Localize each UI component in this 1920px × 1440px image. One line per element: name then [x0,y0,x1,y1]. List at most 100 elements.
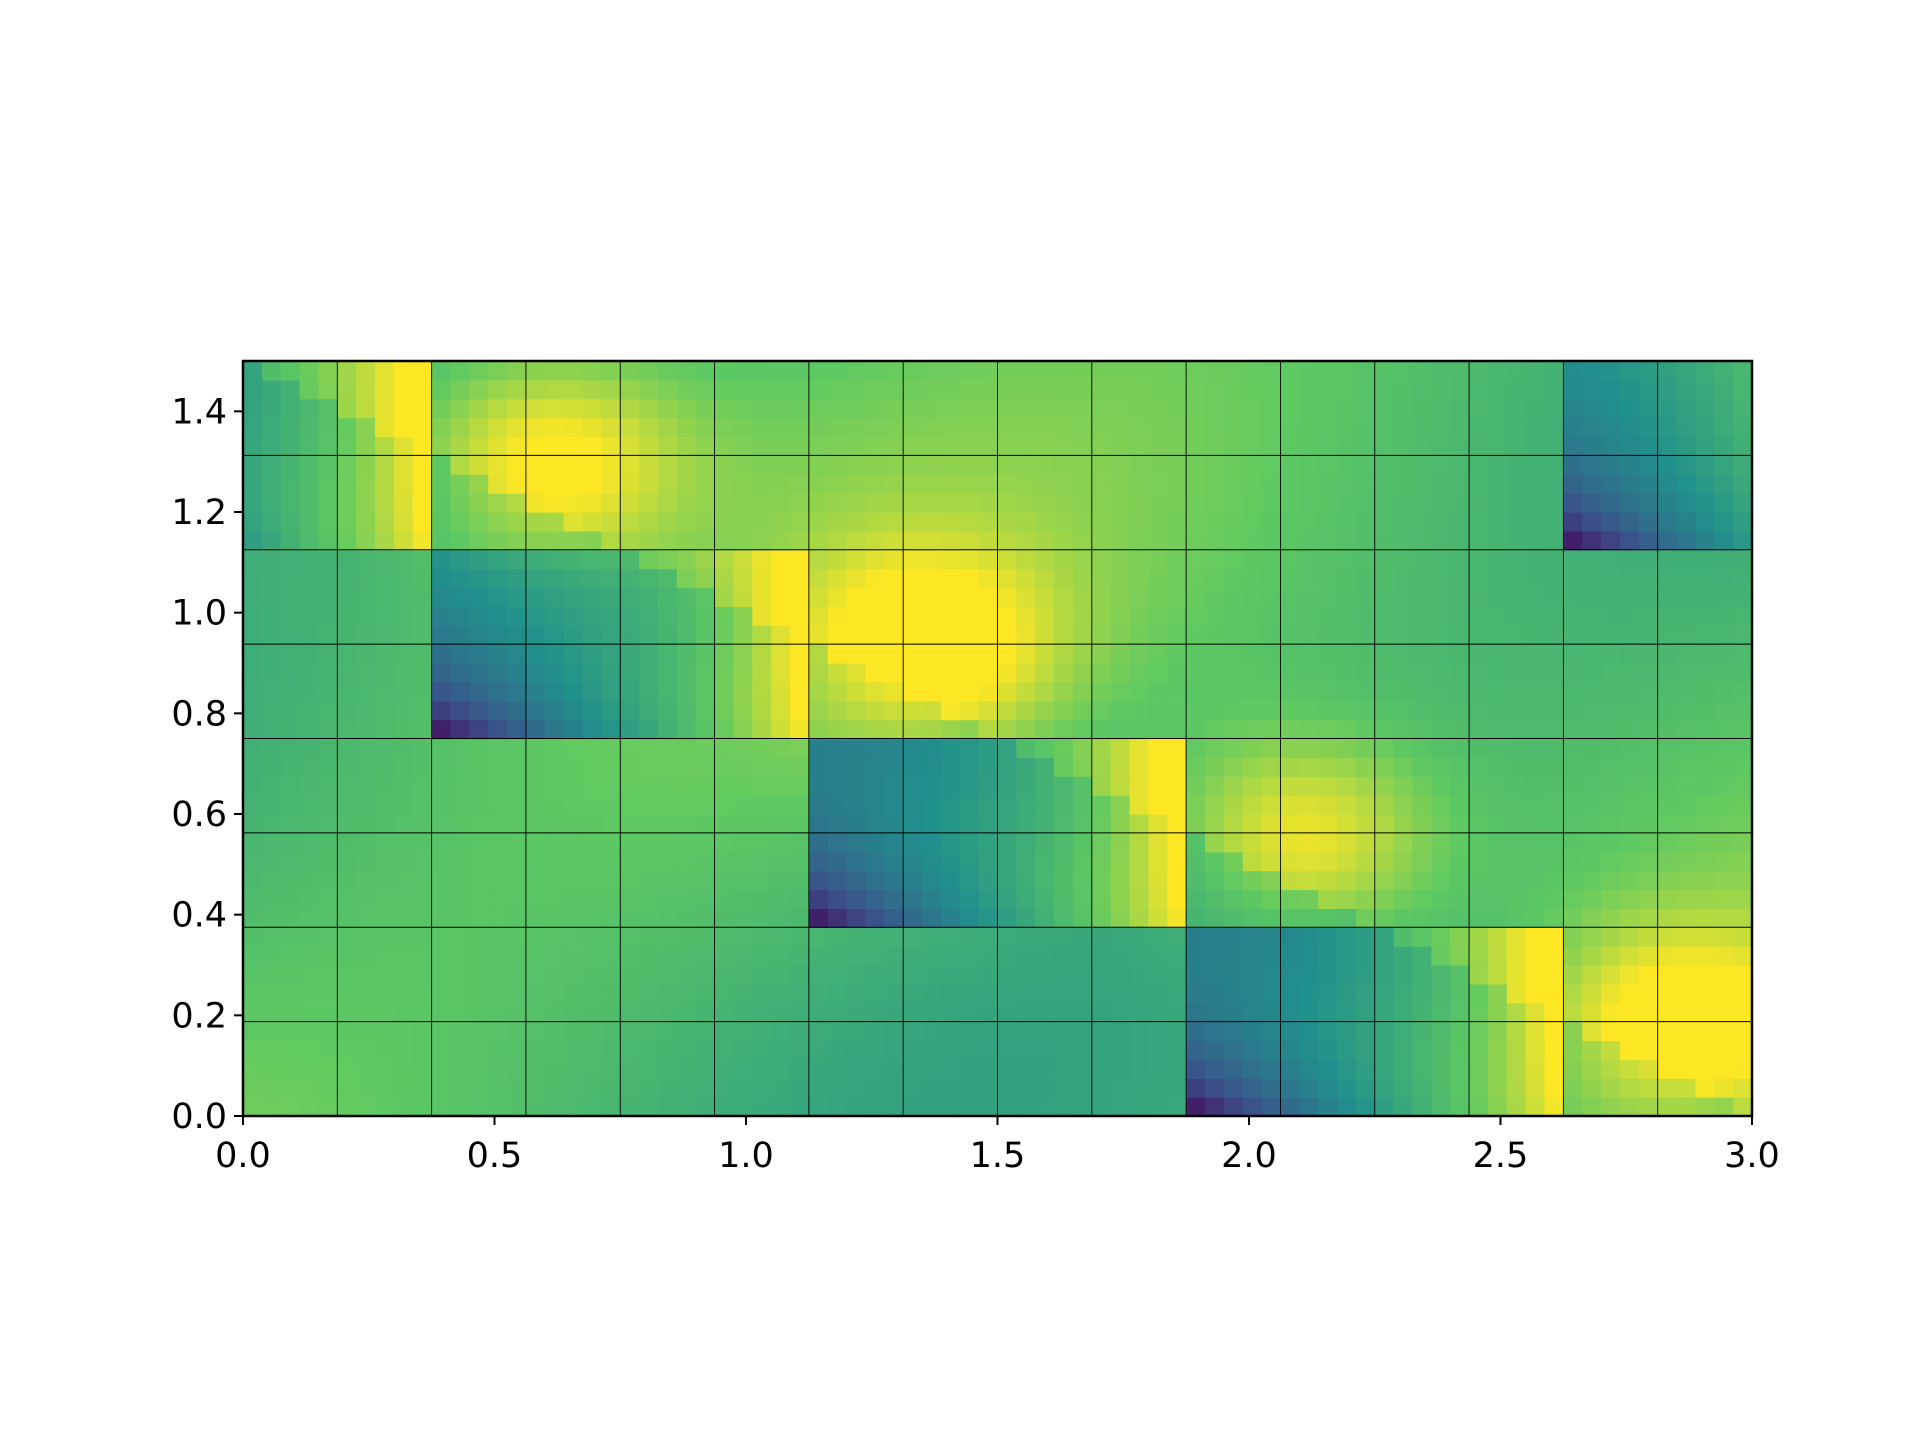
heatmap-cell [1337,398,1357,419]
heatmap-cell [563,549,584,570]
heatmap-cell [1355,1021,1376,1042]
heatmap-cell [1204,1021,1225,1042]
heatmap-cell [1582,889,1602,909]
heatmap-cell [299,398,320,419]
heatmap-cell [261,474,282,494]
heatmap-cell [1091,474,1112,494]
heatmap-cell [733,644,753,664]
heatmap-cell [525,549,546,570]
heatmap-cell [582,832,602,853]
heatmap-cell [1204,379,1225,400]
heatmap-cell [1582,814,1602,834]
heatmap-cell [771,927,791,947]
heatmap-cell [808,1097,829,1116]
grid-lines [243,361,1752,1116]
heatmap-cell [959,757,980,777]
heatmap-cell [1582,757,1602,777]
heatmap-cell [695,1002,716,1023]
heatmap-cell [790,983,810,1004]
heatmap-cell [525,568,546,589]
heatmap-cell [375,1002,395,1023]
heatmap-cell [450,927,470,947]
heatmap-cell [243,1059,263,1079]
heatmap-cell [1506,700,1527,721]
heatmap-cell [1563,1059,1583,1079]
heatmap-cell [771,1040,791,1060]
heatmap-cell [261,493,282,513]
heatmap-cell [412,681,433,702]
heatmap-cell [431,814,452,834]
heatmap-cell [1072,1002,1093,1023]
heatmap-cell [1714,493,1734,513]
heatmap-cell [1016,587,1036,607]
heatmap-cell [752,361,772,381]
heatmap-cell [733,606,753,626]
heatmap-cell [356,644,376,664]
heatmap-cell [1525,832,1546,853]
heatmap-cell [1450,700,1470,721]
heatmap-cell [1054,663,1074,683]
heatmap-cell [563,851,584,872]
heatmap-cell [1035,398,1055,419]
heatmap-cell [959,417,980,438]
heatmap-cell [1186,1078,1206,1098]
heatmap-cell [1091,398,1112,419]
heatmap-cell [1450,512,1470,532]
heatmap-cell [1563,795,1583,815]
heatmap-cell [1563,814,1583,834]
heatmap-cell [1544,946,1564,966]
heatmap-cell [469,625,489,645]
heatmap-cell [620,814,640,834]
heatmap-cell [412,719,433,740]
heatmap-cell [752,512,772,532]
heatmap-cell [450,1040,470,1060]
heatmap-cell [733,681,753,702]
heatmap-cell [412,776,433,796]
heatmap-cell [563,870,584,891]
heatmap-cell [1261,814,1282,834]
heatmap-cell [808,946,829,966]
heatmap-cell [1072,606,1093,626]
heatmap-cell [1393,814,1414,834]
heatmap-cell [978,549,999,570]
heatmap-cell [544,719,565,740]
heatmap-cell [582,927,602,947]
heatmap-cell [1450,776,1470,796]
heatmap-cell [601,398,621,419]
heatmap-cell [1355,568,1376,589]
heatmap-cell [1544,417,1564,438]
heatmap-cell [1035,851,1055,872]
heatmap-cell [1544,757,1564,777]
heatmap-cell [808,1078,829,1098]
heatmap-cell [997,946,1017,966]
heatmap-cell [695,795,716,815]
heatmap-cell [1167,757,1187,777]
heatmap-cell [1318,625,1338,645]
heatmap-cell [299,568,320,589]
heatmap-cell [959,379,980,400]
heatmap-cell [1450,889,1470,909]
heatmap-cell [1695,493,1715,513]
heatmap-cell [959,436,980,456]
heatmap-cell [1393,663,1414,683]
heatmap-cell [1374,1002,1395,1023]
heatmap-cell [997,361,1017,381]
heatmap-cell [1072,1040,1093,1060]
heatmap-cell [261,663,282,683]
heatmap-cell [431,530,452,551]
heatmap-cell [1299,493,1319,513]
heatmap-cell [1337,606,1357,626]
heatmap-cell [922,946,942,966]
heatmap-cell [1487,983,1508,1004]
heatmap-cell [1733,738,1752,758]
heatmap-cell [752,1002,772,1023]
heatmap-cell [469,889,489,909]
heatmap-cell [261,738,282,758]
heatmap-cell [922,1059,942,1079]
heatmap-cell [1148,927,1168,947]
heatmap-cell [714,530,735,551]
heatmap-cell [1506,530,1527,551]
heatmap-cell [1657,1059,1678,1079]
heatmap-cell [1695,738,1715,758]
heatmap-cell [1450,455,1470,475]
